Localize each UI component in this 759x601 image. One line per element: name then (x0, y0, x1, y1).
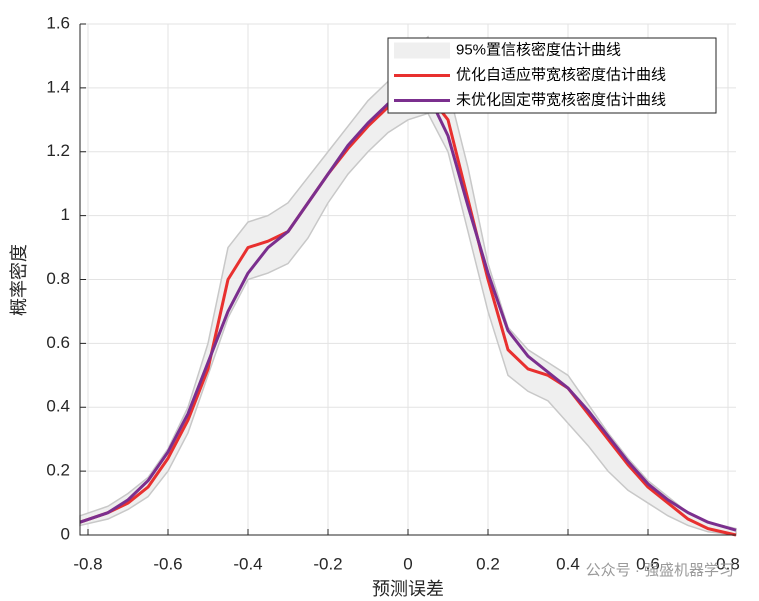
x-tick-label: -0.8 (73, 554, 102, 573)
x-tick-label: 0 (403, 554, 412, 573)
x-tick-label: -0.4 (233, 554, 262, 573)
legend-swatch (394, 42, 450, 59)
y-tick-label: 0 (61, 524, 70, 543)
legend-label: 优化自适应带宽核密度估计曲线 (456, 65, 666, 83)
x-tick-label: 0.2 (476, 554, 500, 573)
watermark: 公众号 · 强盛机器学习 (586, 562, 734, 579)
x-tick-label: 0.8 (716, 554, 740, 573)
y-tick-label: 0.2 (46, 461, 70, 480)
x-tick-label: 0.4 (556, 554, 580, 573)
y-tick-label: 1.4 (46, 77, 70, 96)
y-tick-label: 1 (61, 205, 70, 224)
x-tick-label: 0.6 (636, 554, 660, 573)
x-tick-label: -0.2 (313, 554, 342, 573)
y-tick-label: 0.4 (46, 397, 70, 416)
y-axis-label: 概率密度 (9, 244, 30, 316)
y-tick-label: 0.8 (46, 269, 70, 288)
x-axis-label: 预测误差 (372, 579, 444, 600)
y-tick-label: 0.6 (46, 333, 70, 352)
legend-label: 未优化固定带宽核密度估计曲线 (456, 91, 666, 108)
x-tick-label: -0.6 (153, 554, 182, 573)
legend-label: 95%置信核密度估计曲线 (456, 41, 621, 58)
y-tick-label: 1.2 (46, 141, 70, 160)
axes (79, 24, 736, 536)
y-tick-label: 1.6 (46, 13, 70, 32)
